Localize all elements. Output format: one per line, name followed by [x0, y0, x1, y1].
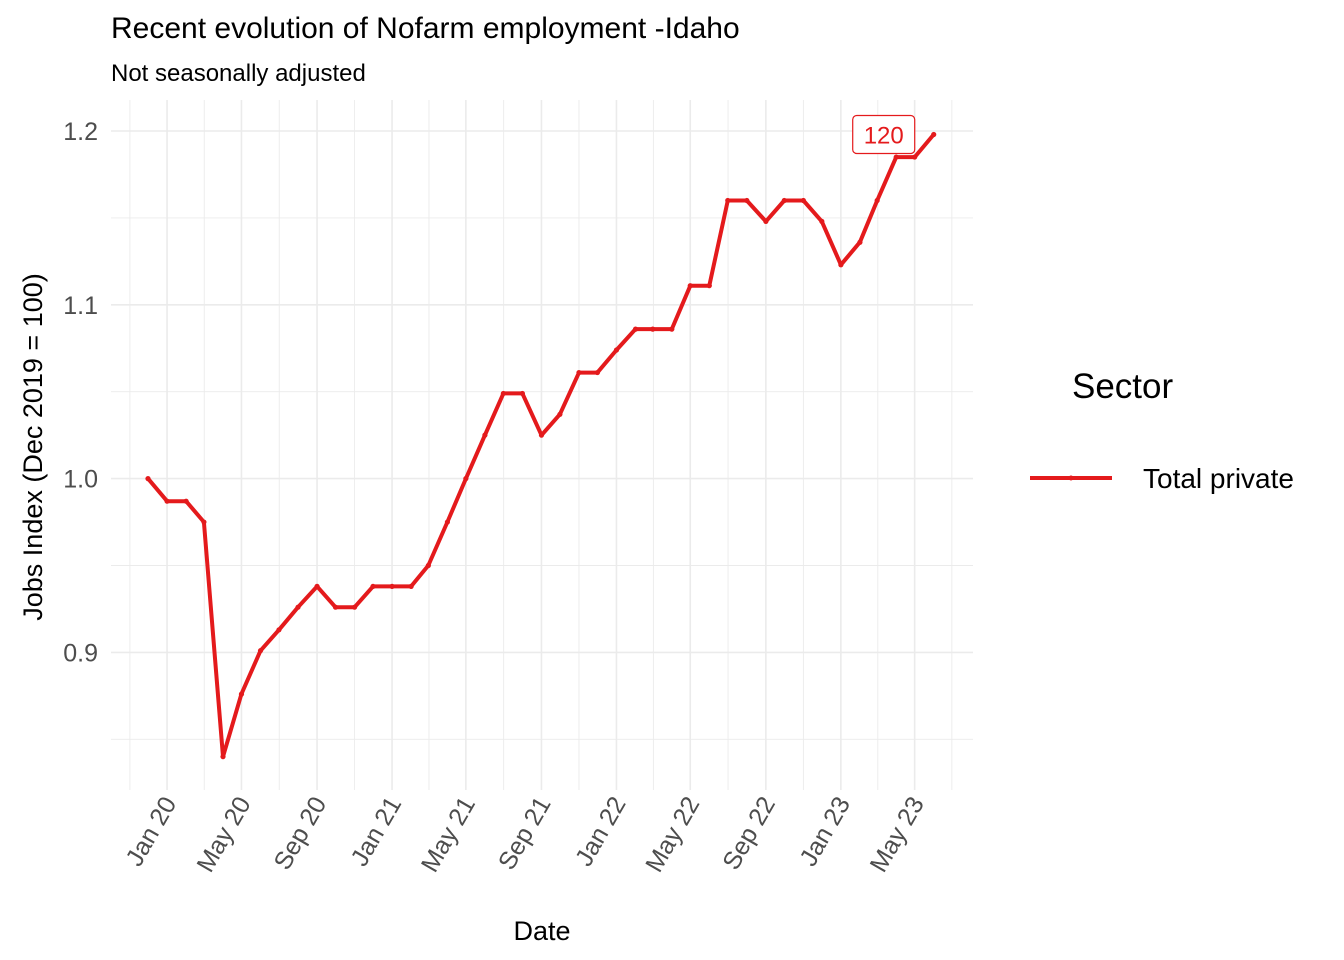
data-point: [576, 369, 582, 376]
data-point: [183, 498, 189, 504]
data-point: [145, 476, 151, 482]
data-point: [857, 239, 863, 245]
data-point: [295, 604, 301, 610]
x-tick-label: May 21: [416, 792, 481, 877]
data-point: [650, 326, 656, 332]
data-point: [500, 390, 506, 397]
data-point: [819, 218, 825, 224]
data-point: [220, 754, 226, 760]
data-point: [370, 583, 376, 589]
end-label: 120: [852, 114, 916, 155]
x-tick-label: Sep 22: [717, 792, 781, 875]
x-tick-label: Sep 21: [493, 792, 557, 875]
y-axis-ticks: 0.9 1.0 1.1 1.2: [63, 118, 98, 667]
data-point: [408, 583, 414, 589]
chart-subtitle: Not seasonally adjusted: [111, 60, 366, 87]
x-tick-label: Jan 20: [120, 792, 182, 871]
x-axis-ticks: Jan 20 May 20 Sep 20 Jan 21 May 21 Sep 21 Jan …: [120, 792, 929, 877]
data-point: [389, 583, 395, 589]
data-point: [632, 326, 639, 332]
data-point: [557, 411, 563, 417]
grid-minor: [111, 100, 973, 790]
data-point: [538, 432, 545, 438]
x-tick-label: Jan 23: [794, 792, 856, 871]
data-point: [706, 283, 712, 289]
x-tick-label: Jan 21: [345, 792, 407, 871]
data-point: [257, 648, 264, 654]
y-tick-label: 1.1: [63, 292, 98, 320]
x-tick-label: Sep 20: [268, 792, 332, 875]
data-point: [800, 197, 806, 204]
y-axis-label: Jobs Index (Dec 2019 = 100): [18, 273, 48, 620]
data-point: [238, 691, 245, 697]
data-point: [482, 432, 488, 438]
data-point: [744, 197, 750, 204]
data-point: [893, 154, 899, 160]
legend-title: Sector: [1072, 367, 1173, 406]
chart-title: Recent evolution of Nofarm employment -I…: [111, 12, 740, 45]
legend: Sector Total private: [1030, 367, 1294, 494]
data-point: [781, 197, 787, 204]
data-point: [351, 604, 358, 610]
legend-label-total-private: Total private: [1143, 463, 1294, 494]
x-tick-label: May 20: [191, 792, 256, 877]
data-point: [912, 154, 918, 160]
x-tick-label: May 23: [865, 792, 930, 877]
data-point: [687, 283, 693, 289]
data-point: [874, 197, 880, 204]
x-tick-label: Jan 22: [570, 792, 632, 871]
data-point: [463, 476, 469, 482]
x-axis-label: Date: [513, 916, 570, 946]
data-point: [931, 131, 937, 138]
data-point: [613, 347, 620, 353]
grid-major: [111, 100, 973, 790]
data-point: [519, 390, 526, 397]
end-label-box: [852, 114, 916, 155]
data-point: [314, 583, 320, 589]
series-layer: [145, 131, 937, 760]
y-tick-label: 1.2: [63, 118, 98, 146]
y-tick-label: 0.9: [63, 639, 98, 667]
data-point: [725, 197, 731, 204]
data-point: [763, 218, 769, 224]
y-tick-label: 1.0: [63, 466, 98, 494]
legend-key-point: [1068, 475, 1074, 481]
data-point: [594, 369, 601, 376]
data-point: [444, 519, 451, 525]
data-point: [332, 604, 339, 610]
data-point: [838, 262, 844, 268]
x-tick-label: May 22: [640, 792, 705, 877]
data-point: [276, 627, 282, 633]
data-point: [164, 498, 170, 504]
data-point: [669, 326, 675, 332]
data-point: [425, 562, 431, 569]
end-label-text: 120: [864, 122, 904, 149]
data-point: [201, 519, 207, 525]
